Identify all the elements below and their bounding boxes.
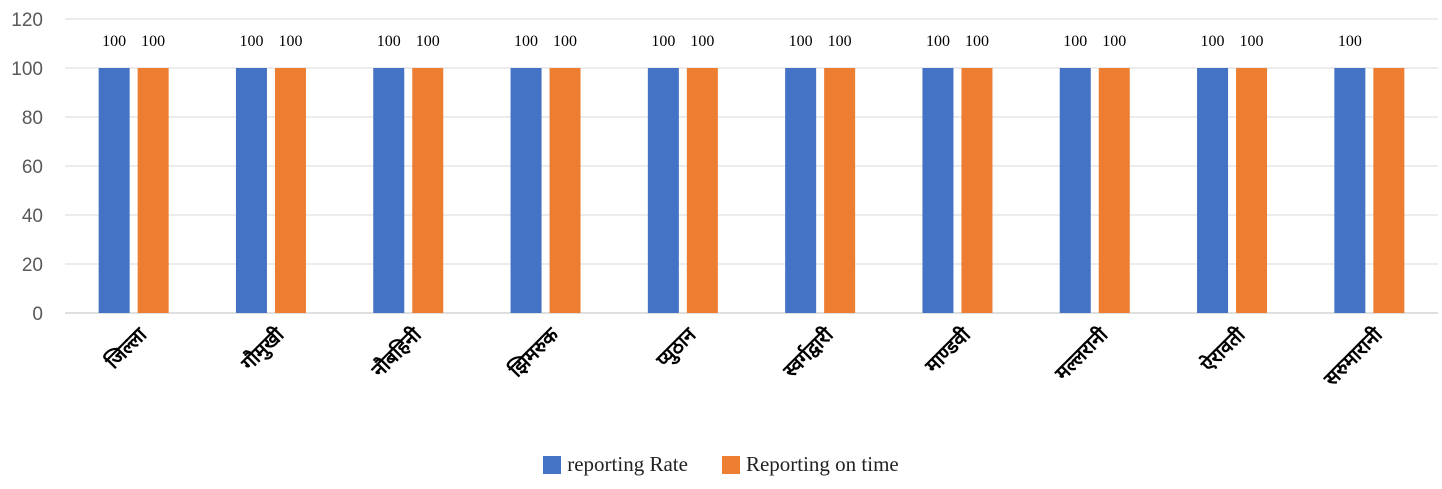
data-label: 100	[690, 33, 714, 50]
bar-reporting-rate	[1197, 68, 1229, 313]
data-label: 100	[416, 33, 440, 50]
data-label: 100	[828, 33, 852, 50]
data-label: 100	[553, 33, 577, 50]
bar-reporting-rate	[1334, 68, 1366, 313]
bar-reporting-on-time	[686, 68, 718, 313]
legend-item-reporting-on-time: Reporting on time	[721, 452, 899, 477]
data-label: 100	[278, 33, 302, 50]
x-tick-label: झिमरुक	[503, 321, 564, 382]
data-label: 100	[102, 33, 126, 50]
bar-reporting-on-time	[1098, 68, 1130, 313]
data-label: 100	[1240, 33, 1264, 50]
y-tick-label: 100	[11, 59, 43, 80]
data-label: 100	[514, 33, 538, 50]
y-tick-label: 0	[32, 304, 43, 325]
x-tick-label: नौबहिनी	[366, 322, 427, 383]
x-tick-label: गौमुखी	[235, 322, 289, 376]
data-labels: 100 100 100 100 100 100 100 100 100 100 100 100 100 1…	[102, 33, 1362, 50]
x-tick-label: प्युठान	[651, 322, 702, 373]
y-tick-label: 60	[22, 157, 43, 178]
bar-reporting-rate	[373, 68, 405, 313]
data-label: 100	[1102, 33, 1126, 50]
bars	[98, 68, 1405, 313]
legend-item-reporting-rate: reporting Rate	[543, 452, 688, 477]
y-tick-label: 40	[22, 206, 43, 227]
data-label: 100	[141, 33, 165, 50]
x-tick-label: ऐरावती	[1195, 322, 1250, 377]
legend-label: Reporting on time	[745, 452, 899, 476]
gridlines	[65, 18, 1438, 314]
bar-reporting-on-time	[274, 68, 306, 313]
bar-reporting-rate	[647, 68, 679, 313]
bar-reporting-rate	[1059, 68, 1091, 313]
y-axis: 0 20 40 60 80 100 120	[11, 10, 43, 325]
bar-reporting-rate	[510, 68, 542, 313]
data-label: 100	[965, 33, 989, 50]
x-tick-label: सरुमारानी	[1318, 322, 1387, 391]
data-label: 100	[1063, 33, 1087, 50]
y-tick-label: 80	[22, 108, 43, 129]
bar-reporting-on-time	[549, 68, 581, 313]
data-label: 100	[239, 33, 263, 50]
bar-reporting-rate	[785, 68, 817, 313]
legend: reporting Rate Reporting on time	[0, 452, 1442, 477]
legend-swatch-orange	[721, 455, 740, 474]
y-tick-label: 20	[22, 255, 43, 276]
data-label: 100	[1338, 33, 1362, 50]
bar-reporting-rate	[922, 68, 954, 313]
bar-reporting-rate	[98, 68, 130, 313]
data-label: 100	[377, 33, 401, 50]
x-tick-label: जिल्ला	[100, 322, 152, 374]
data-label: 100	[1201, 33, 1225, 50]
bar-reporting-on-time	[1373, 68, 1405, 313]
data-label: 100	[651, 33, 675, 50]
x-tick-label: स्वर्गद्वारी	[777, 322, 838, 383]
bar-reporting-on-time	[824, 68, 856, 313]
bar-reporting-on-time	[137, 68, 169, 313]
data-label: 100	[926, 33, 950, 50]
x-tick-label: मल्लरानी	[1049, 322, 1113, 386]
bar-reporting-rate	[235, 68, 267, 313]
bar-reporting-on-time	[1236, 68, 1268, 313]
bar-reporting-on-time	[961, 68, 993, 313]
y-tick-label: 120	[11, 10, 43, 31]
bar-reporting-on-time	[412, 68, 444, 313]
legend-label: reporting Rate	[567, 452, 688, 476]
x-tick-label: माण्डवी	[919, 322, 975, 378]
legend-swatch-blue	[543, 455, 562, 474]
data-label: 100	[789, 33, 813, 50]
x-axis: जिल्ला गौमुखी नौबहिनी झिमरुक प्युठान स्वर्गद्…	[100, 321, 1388, 391]
